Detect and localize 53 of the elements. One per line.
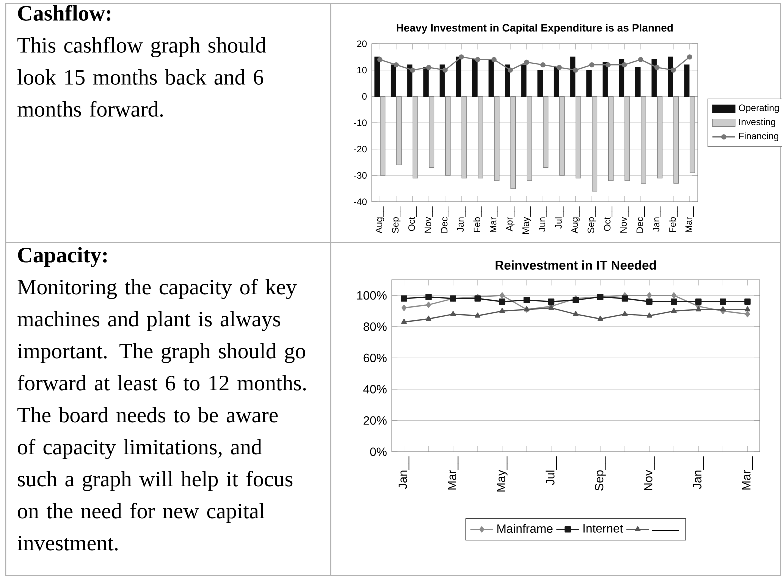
x-tick-label: Nov__ — [644, 456, 655, 490]
x-tick-label: Jan__ — [398, 456, 410, 490]
x-tick-label: Feb__ — [474, 206, 482, 232]
text: Cashflow: — [18, 5, 111, 22]
x-tick-label: Oct__ — [408, 206, 417, 232]
x-tick-label: Jul__ — [555, 206, 564, 229]
y-tick-label: 10 — [358, 67, 367, 74]
x-tick-label: Sep__ — [595, 456, 606, 491]
y-tick-label: -20 — [354, 146, 367, 153]
legend-label: Financing — [739, 132, 779, 142]
y-tick-label: -10 — [354, 120, 367, 126]
x-tick-label: Sep__ — [392, 206, 401, 234]
x-tick-label: Aug__ — [376, 206, 384, 234]
legend-label: Operating — [739, 104, 780, 114]
legend-label: Investing — [740, 118, 776, 128]
chart-title: Reinvestment in IT Needed — [496, 260, 656, 270]
x-tick-label: Jun__ — [539, 206, 548, 232]
x-tick-label: May__ — [522, 206, 532, 234]
x-tick-label: Aug__ — [572, 206, 580, 234]
x-tick-label: Sep__ — [588, 206, 596, 234]
y-tick-label: 0% — [370, 448, 387, 456]
y-tick-label: 80% — [364, 322, 387, 332]
y-tick-label: -40 — [354, 198, 367, 206]
y-tick-label: 60% — [364, 354, 387, 362]
y-tick-label: 100% — [358, 291, 387, 300]
x-tick-label: Jan__ — [458, 206, 466, 232]
x-tick-label: Nov__ — [424, 206, 434, 233]
x-tick-label: Jan__ — [653, 206, 662, 232]
text: Capacity: — [18, 247, 107, 268]
y-tick-label: 0 — [362, 93, 367, 100]
x-tick-label: Dec__ — [636, 206, 646, 233]
x-tick-label: Mar__ — [742, 456, 754, 490]
x-tick-label: Dec__ — [441, 206, 450, 233]
legend-label: ____ — [652, 530, 680, 532]
x-tick-label: Nov__ — [620, 206, 629, 233]
x-tick-label: Jul__ — [546, 456, 558, 486]
x-tick-label: Oct__ — [604, 206, 613, 232]
text: Monitoring the capacity of key machines and plant is always important. The graph should go forward at least 6 to 12 months. The board needs to be aware of capacity limitations, and such a graph will help it focus on the need for new capital investment. — [18, 279, 306, 551]
y-tick-label: 20 — [357, 40, 367, 48]
y-tick-label: -30 — [354, 172, 367, 179]
x-tick-label: May__ — [497, 456, 508, 492]
x-tick-label: Mar__ — [448, 456, 459, 490]
x-tick-label: Feb__ — [669, 206, 678, 232]
legend-label: Mainframe — [498, 524, 553, 534]
text: This cashflow graph should look 15 months back and 6 months forward. — [18, 37, 266, 118]
x-tick-label: Mar__ — [490, 206, 498, 232]
legend-label: Internet — [584, 524, 624, 533]
x-tick-label: Jan__ — [693, 456, 704, 490]
x-tick-label: Mar__ — [686, 206, 694, 232]
x-tick-label: Apr__ — [506, 206, 515, 232]
chart-title: Heavy Investment in Capital Expenditure is as Planned — [397, 24, 673, 34]
y-tick-label: 20% — [364, 416, 387, 425]
y-tick-label: 40% — [364, 385, 387, 394]
